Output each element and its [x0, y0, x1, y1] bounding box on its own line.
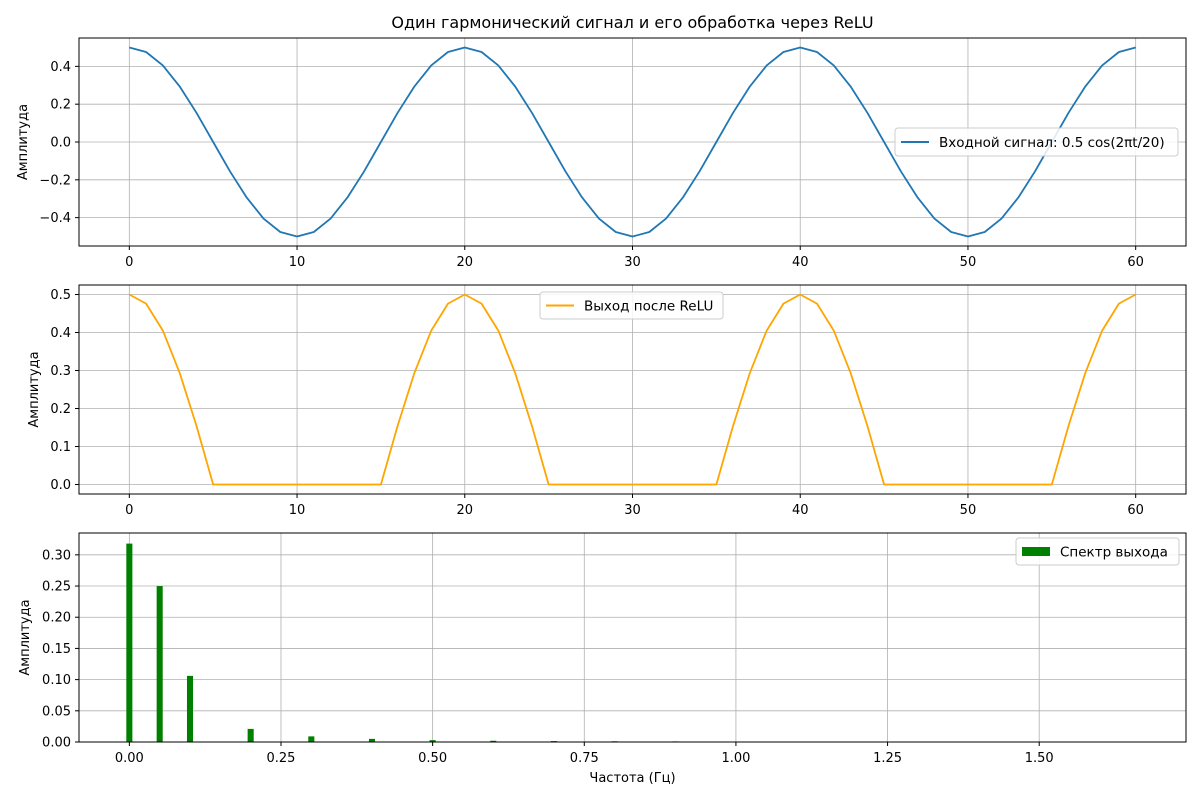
y-tick-label: 0.05 — [42, 704, 71, 719]
spectrum-bar — [186, 675, 194, 742]
x-tick-label: 30 — [624, 503, 641, 518]
x-tick-label: 0.50 — [418, 751, 447, 766]
series-line — [129, 46, 1136, 238]
x-tick-label: 0.75 — [570, 751, 599, 766]
y-tick-label: 0.1 — [50, 440, 71, 455]
x-tick-label: 40 — [792, 255, 809, 270]
y-tick-label: 0.00 — [42, 736, 71, 751]
x-tick-label: 60 — [1127, 503, 1144, 518]
y-axis-label: Амплитуда — [27, 351, 42, 427]
spectrum-bar — [308, 736, 315, 742]
x-tick-label: 20 — [456, 255, 473, 270]
y-axis-label: Амплитуда — [16, 104, 31, 180]
x-tick-label: 1.25 — [873, 751, 902, 766]
spectrum-bar — [156, 586, 163, 742]
x-axis-label: Частота (Гц) — [589, 771, 675, 786]
input-signal-panel: 0 10 20 30 40 50 60 −0.4 −0.2 0.0 0.2 0.4 Один гармо… — [16, 13, 1187, 270]
y-tick-label: 0.10 — [42, 673, 71, 688]
series-line — [128, 293, 1137, 486]
spectrum-bar — [247, 728, 254, 742]
legend-box — [1015, 537, 1180, 566]
x-tick-label: 1.50 — [1025, 751, 1054, 766]
legend-label: Выход после ReLU — [584, 299, 713, 315]
x-tick-label: 0 — [125, 255, 133, 270]
axes-frame — [78, 532, 1187, 743]
x-tick-label: 10 — [289, 503, 306, 518]
spectrum-bar — [429, 740, 436, 742]
y-tick-label: 0.0 — [50, 478, 71, 493]
legend-label: Спектр выхода — [1060, 545, 1168, 561]
y-tick-label: −0.4 — [39, 211, 71, 226]
x-tick-label: 0.25 — [267, 751, 296, 766]
legend-label: Входной сигнал: 0.5 cos(2πt/20) — [939, 135, 1165, 151]
spectrum-bar — [126, 543, 133, 742]
x-tick-label: 50 — [960, 503, 977, 518]
y-tick-label: 0.15 — [42, 642, 71, 657]
y-tick-label: 0.4 — [50, 60, 71, 75]
x-tick-label: 40 — [792, 503, 809, 518]
y-tick-label: 0.5 — [50, 288, 71, 303]
x-tick-label: 1.00 — [721, 751, 750, 766]
x-tick-label: 0 — [125, 503, 133, 518]
x-tick-label: 60 — [1127, 255, 1144, 270]
relu-output-panel: 0 10 20 30 40 50 60 0.0 0.1 0.2 0.3 0.4 0.5 Амплитуда… — [27, 284, 1187, 518]
y-tick-label: 0.4 — [50, 326, 71, 341]
output-spectrum-panel: 0.00 0.25 0.50 0.75 1.00 1.25 1.50 0.00 0.05 0.10… — [18, 532, 1187, 786]
x-tick-label: 20 — [456, 503, 473, 518]
y-tick-label: 0.20 — [42, 611, 71, 626]
y-tick-label: 0.3 — [50, 364, 71, 379]
legend: Выход после ReLU — [539, 291, 724, 320]
y-tick-label: 0.2 — [50, 98, 71, 113]
x-tick-label: 0.00 — [115, 751, 144, 766]
spectrum-bar — [368, 738, 376, 742]
y-tick-label: 0.25 — [42, 580, 71, 595]
legend-box — [539, 291, 724, 320]
x-tick-label: 50 — [960, 255, 977, 270]
y-tick-label: −0.2 — [39, 173, 71, 188]
x-tick-label: 10 — [289, 255, 306, 270]
y-tick-label: 0.0 — [50, 136, 71, 151]
x-tick-label: 30 — [624, 255, 641, 270]
y-tick-label: 0.2 — [50, 402, 71, 417]
legend: Входной сигнал: 0.5 cos(2πt/20) — [894, 127, 1179, 157]
legend-box — [894, 127, 1179, 157]
y-axis-label: Амплитуда — [18, 599, 33, 675]
spectrum-bar — [490, 740, 497, 742]
y-tick-label: 0.30 — [42, 548, 71, 563]
chart-title: Один гармонический сигнал и его обработк… — [391, 13, 873, 32]
legend-swatch — [1022, 547, 1050, 556]
legend: Спектр выхода — [1015, 537, 1180, 566]
